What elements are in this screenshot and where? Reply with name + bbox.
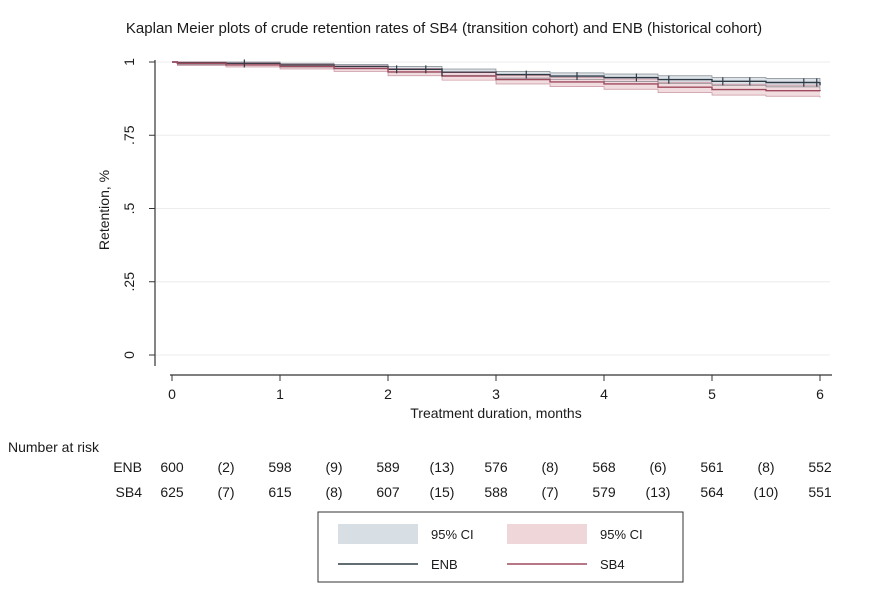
x-tick-label: 6 [816, 386, 824, 402]
x-tick-label: 3 [492, 386, 500, 402]
risk-cell: (7) [217, 484, 234, 500]
x-tick-label: 4 [600, 386, 608, 402]
risk-cell: 589 [376, 459, 400, 475]
risk-cell: 576 [484, 459, 508, 475]
risk-cell: 564 [700, 484, 724, 500]
y-tick-label: 0 [121, 351, 137, 359]
x-tick-label: 0 [168, 386, 176, 402]
risk-cell: 568 [592, 459, 616, 475]
risk-cell: 552 [808, 459, 832, 475]
legend-swatch-ci-enb [338, 524, 418, 544]
risk-cell: (10) [754, 484, 779, 500]
risk-cell: (13) [430, 459, 455, 475]
y-tick-label: .75 [121, 125, 137, 145]
risk-cell: (13) [646, 484, 671, 500]
risk-cell: 561 [700, 459, 724, 475]
risk-cell: (6) [649, 459, 666, 475]
legend-swatch-ci-sb4 [507, 524, 587, 544]
censor-marks [243, 59, 818, 87]
risk-cell: 598 [268, 459, 292, 475]
legend-label: ENB [431, 557, 458, 572]
x-axis-label: Treatment duration, months [410, 405, 581, 421]
risk-table: Number at risk ENB 600 (2) 598 (9) 589 (13) 576… [8, 439, 832, 500]
x-tick-label: 5 [708, 386, 716, 402]
y-ticks: 0 .25 .5 .75 1 [121, 58, 155, 359]
legend-label: 95% CI [600, 527, 643, 542]
axes [154, 60, 832, 376]
risk-cell: (9) [325, 459, 342, 475]
risk-cell: (8) [325, 484, 342, 500]
risk-cell: 615 [268, 484, 292, 500]
risk-table-heading: Number at risk [8, 439, 100, 455]
risk-row-label: ENB [113, 459, 142, 475]
risk-cell: 625 [160, 484, 184, 500]
risk-cell: (15) [430, 484, 455, 500]
x-tick-label: 2 [384, 386, 392, 402]
plot-grid [156, 61, 830, 356]
y-tick-label: 1 [121, 58, 137, 66]
risk-cell: 600 [160, 459, 184, 475]
risk-cell: 607 [376, 484, 400, 500]
chart-title: Kaplan Meier plots of crude retention ra… [126, 20, 762, 37]
risk-cell: (8) [541, 459, 558, 475]
risk-cell: (8) [757, 459, 774, 475]
y-tick-label: .25 [121, 272, 137, 292]
legend-label: SB4 [600, 557, 625, 572]
legend-label: 95% CI [431, 527, 474, 542]
risk-row-label: SB4 [116, 484, 143, 500]
y-tick-label: .5 [121, 202, 137, 214]
x-ticks: 0 1 2 3 4 5 6 [168, 375, 824, 402]
ci-upper-line-sb4 [172, 61, 821, 86]
x-tick-label: 1 [276, 386, 284, 402]
risk-cell: (7) [541, 484, 558, 500]
risk-cell: 551 [808, 484, 832, 500]
risk-cell: 588 [484, 484, 508, 500]
legend: 95% CI 95% CI ENB SB4 [317, 511, 684, 583]
risk-cell: (2) [217, 459, 234, 475]
risk-cell: 579 [592, 484, 616, 500]
legend-frame [317, 511, 684, 583]
y-axis-label: Retention, % [96, 170, 112, 250]
